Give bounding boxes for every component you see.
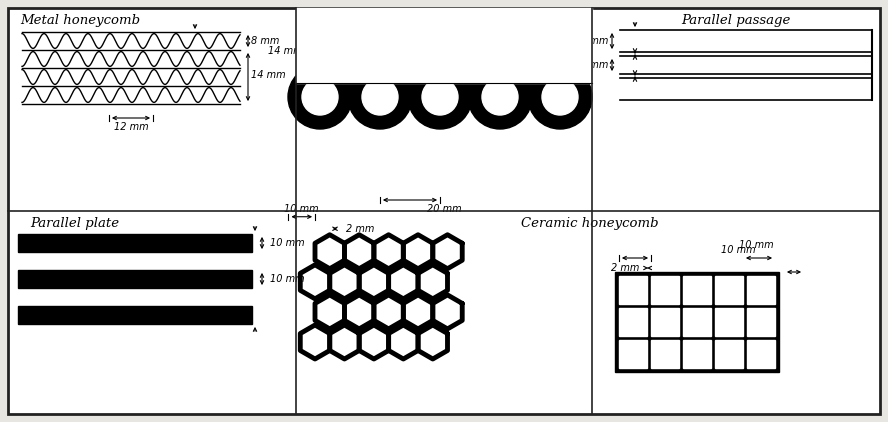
Circle shape [482, 79, 518, 115]
Circle shape [528, 65, 592, 129]
Bar [683, 308, 711, 336]
Bar [651, 340, 679, 368]
Text: 8 mm: 8 mm [251, 36, 280, 46]
Bar [715, 276, 743, 304]
Bar [747, 308, 775, 336]
Circle shape [468, 65, 532, 129]
Bar [619, 308, 647, 336]
Text: 7 mm: 7 mm [580, 36, 608, 46]
Text: 10 mm: 10 mm [270, 238, 305, 248]
Bar [296, 8, 592, 83]
Text: 14 mm: 14 mm [251, 70, 286, 80]
Bar [747, 276, 775, 304]
Bar [651, 308, 679, 336]
Bar [651, 276, 679, 304]
Bar [747, 340, 775, 368]
Circle shape [368, 20, 432, 84]
Bar [619, 276, 647, 304]
Circle shape [308, 20, 372, 84]
Circle shape [362, 79, 398, 115]
Bar [715, 308, 743, 336]
Bar [18, 234, 252, 252]
Text: Tubular: Tubular [417, 14, 471, 27]
Circle shape [382, 34, 418, 70]
Bar [619, 340, 647, 368]
Text: Metal honeycomb: Metal honeycomb [20, 14, 140, 27]
Bar [615, 272, 779, 372]
Bar [683, 340, 711, 368]
Text: 12 mm: 12 mm [114, 122, 148, 132]
Circle shape [302, 79, 338, 115]
Text: 20 mm: 20 mm [427, 204, 461, 214]
Bar [18, 270, 252, 288]
Circle shape [542, 79, 578, 115]
Text: 6 mm: 6 mm [580, 60, 608, 70]
Bar [683, 276, 711, 304]
Text: Ceramic honeycomb: Ceramic honeycomb [521, 217, 659, 230]
Circle shape [442, 34, 478, 70]
Text: 10 mm: 10 mm [270, 274, 305, 284]
Circle shape [348, 65, 412, 129]
Text: 14 mm: 14 mm [268, 46, 303, 56]
Circle shape [502, 34, 538, 70]
Circle shape [428, 20, 492, 84]
Circle shape [288, 65, 352, 129]
Circle shape [488, 20, 552, 84]
Text: 2 mm: 2 mm [611, 263, 639, 273]
Bar [715, 340, 743, 368]
Text: 2 mm: 2 mm [346, 224, 375, 234]
Text: 10 mm: 10 mm [740, 240, 774, 250]
Circle shape [422, 79, 458, 115]
Circle shape [408, 65, 472, 129]
Text: Parallel passage: Parallel passage [681, 14, 790, 27]
Circle shape [322, 34, 358, 70]
Text: 10 mm: 10 mm [284, 204, 319, 214]
Bar [18, 306, 252, 324]
Text: Parallel plate: Parallel plate [30, 217, 120, 230]
Text: 10 mm: 10 mm [721, 245, 756, 255]
